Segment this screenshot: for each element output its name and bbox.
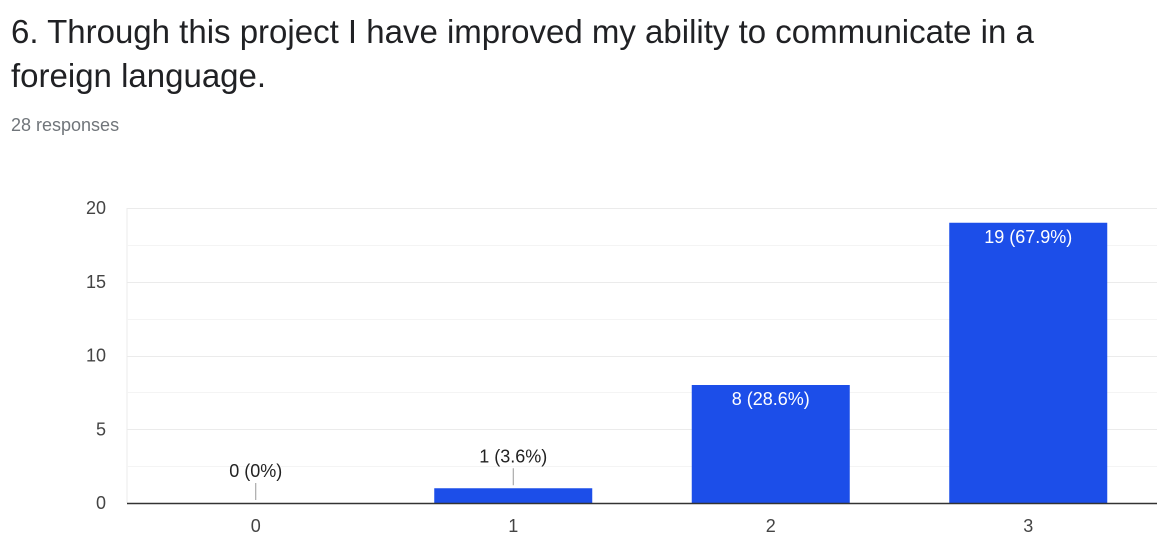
y-tick-label: 0: [96, 493, 106, 513]
data-label: 1 (3.6%): [479, 446, 547, 466]
bars: [434, 222, 1108, 503]
data-label: 0 (0%): [229, 461, 282, 481]
x-axis-ticks: 0 1 2 3: [251, 516, 1034, 536]
x-tick-label: 3: [1023, 516, 1033, 536]
data-label: 8 (28.6%): [732, 389, 810, 409]
y-tick-label: 20: [86, 198, 106, 218]
bar-1: [434, 488, 593, 503]
y-axis-ticks: 0 5 10 15 20: [86, 198, 106, 513]
bar-2: [691, 385, 850, 503]
response-count: 28 responses: [11, 115, 120, 135]
data-labels: 0 (0%) 1 (3.6%) 8 (28.6%) 19 (67.9%): [229, 227, 1072, 500]
question-title: 6. Through this project I have improved …: [11, 13, 1034, 94]
x-tick-label: 0: [251, 516, 261, 536]
x-tick-label: 1: [508, 516, 518, 536]
y-tick-label: 10: [86, 346, 106, 366]
bar-3: [949, 222, 1108, 503]
data-label: 19 (67.9%): [984, 227, 1072, 247]
x-tick-label: 2: [766, 516, 776, 536]
y-tick-label: 15: [86, 272, 106, 292]
y-tick-label: 5: [96, 419, 106, 439]
